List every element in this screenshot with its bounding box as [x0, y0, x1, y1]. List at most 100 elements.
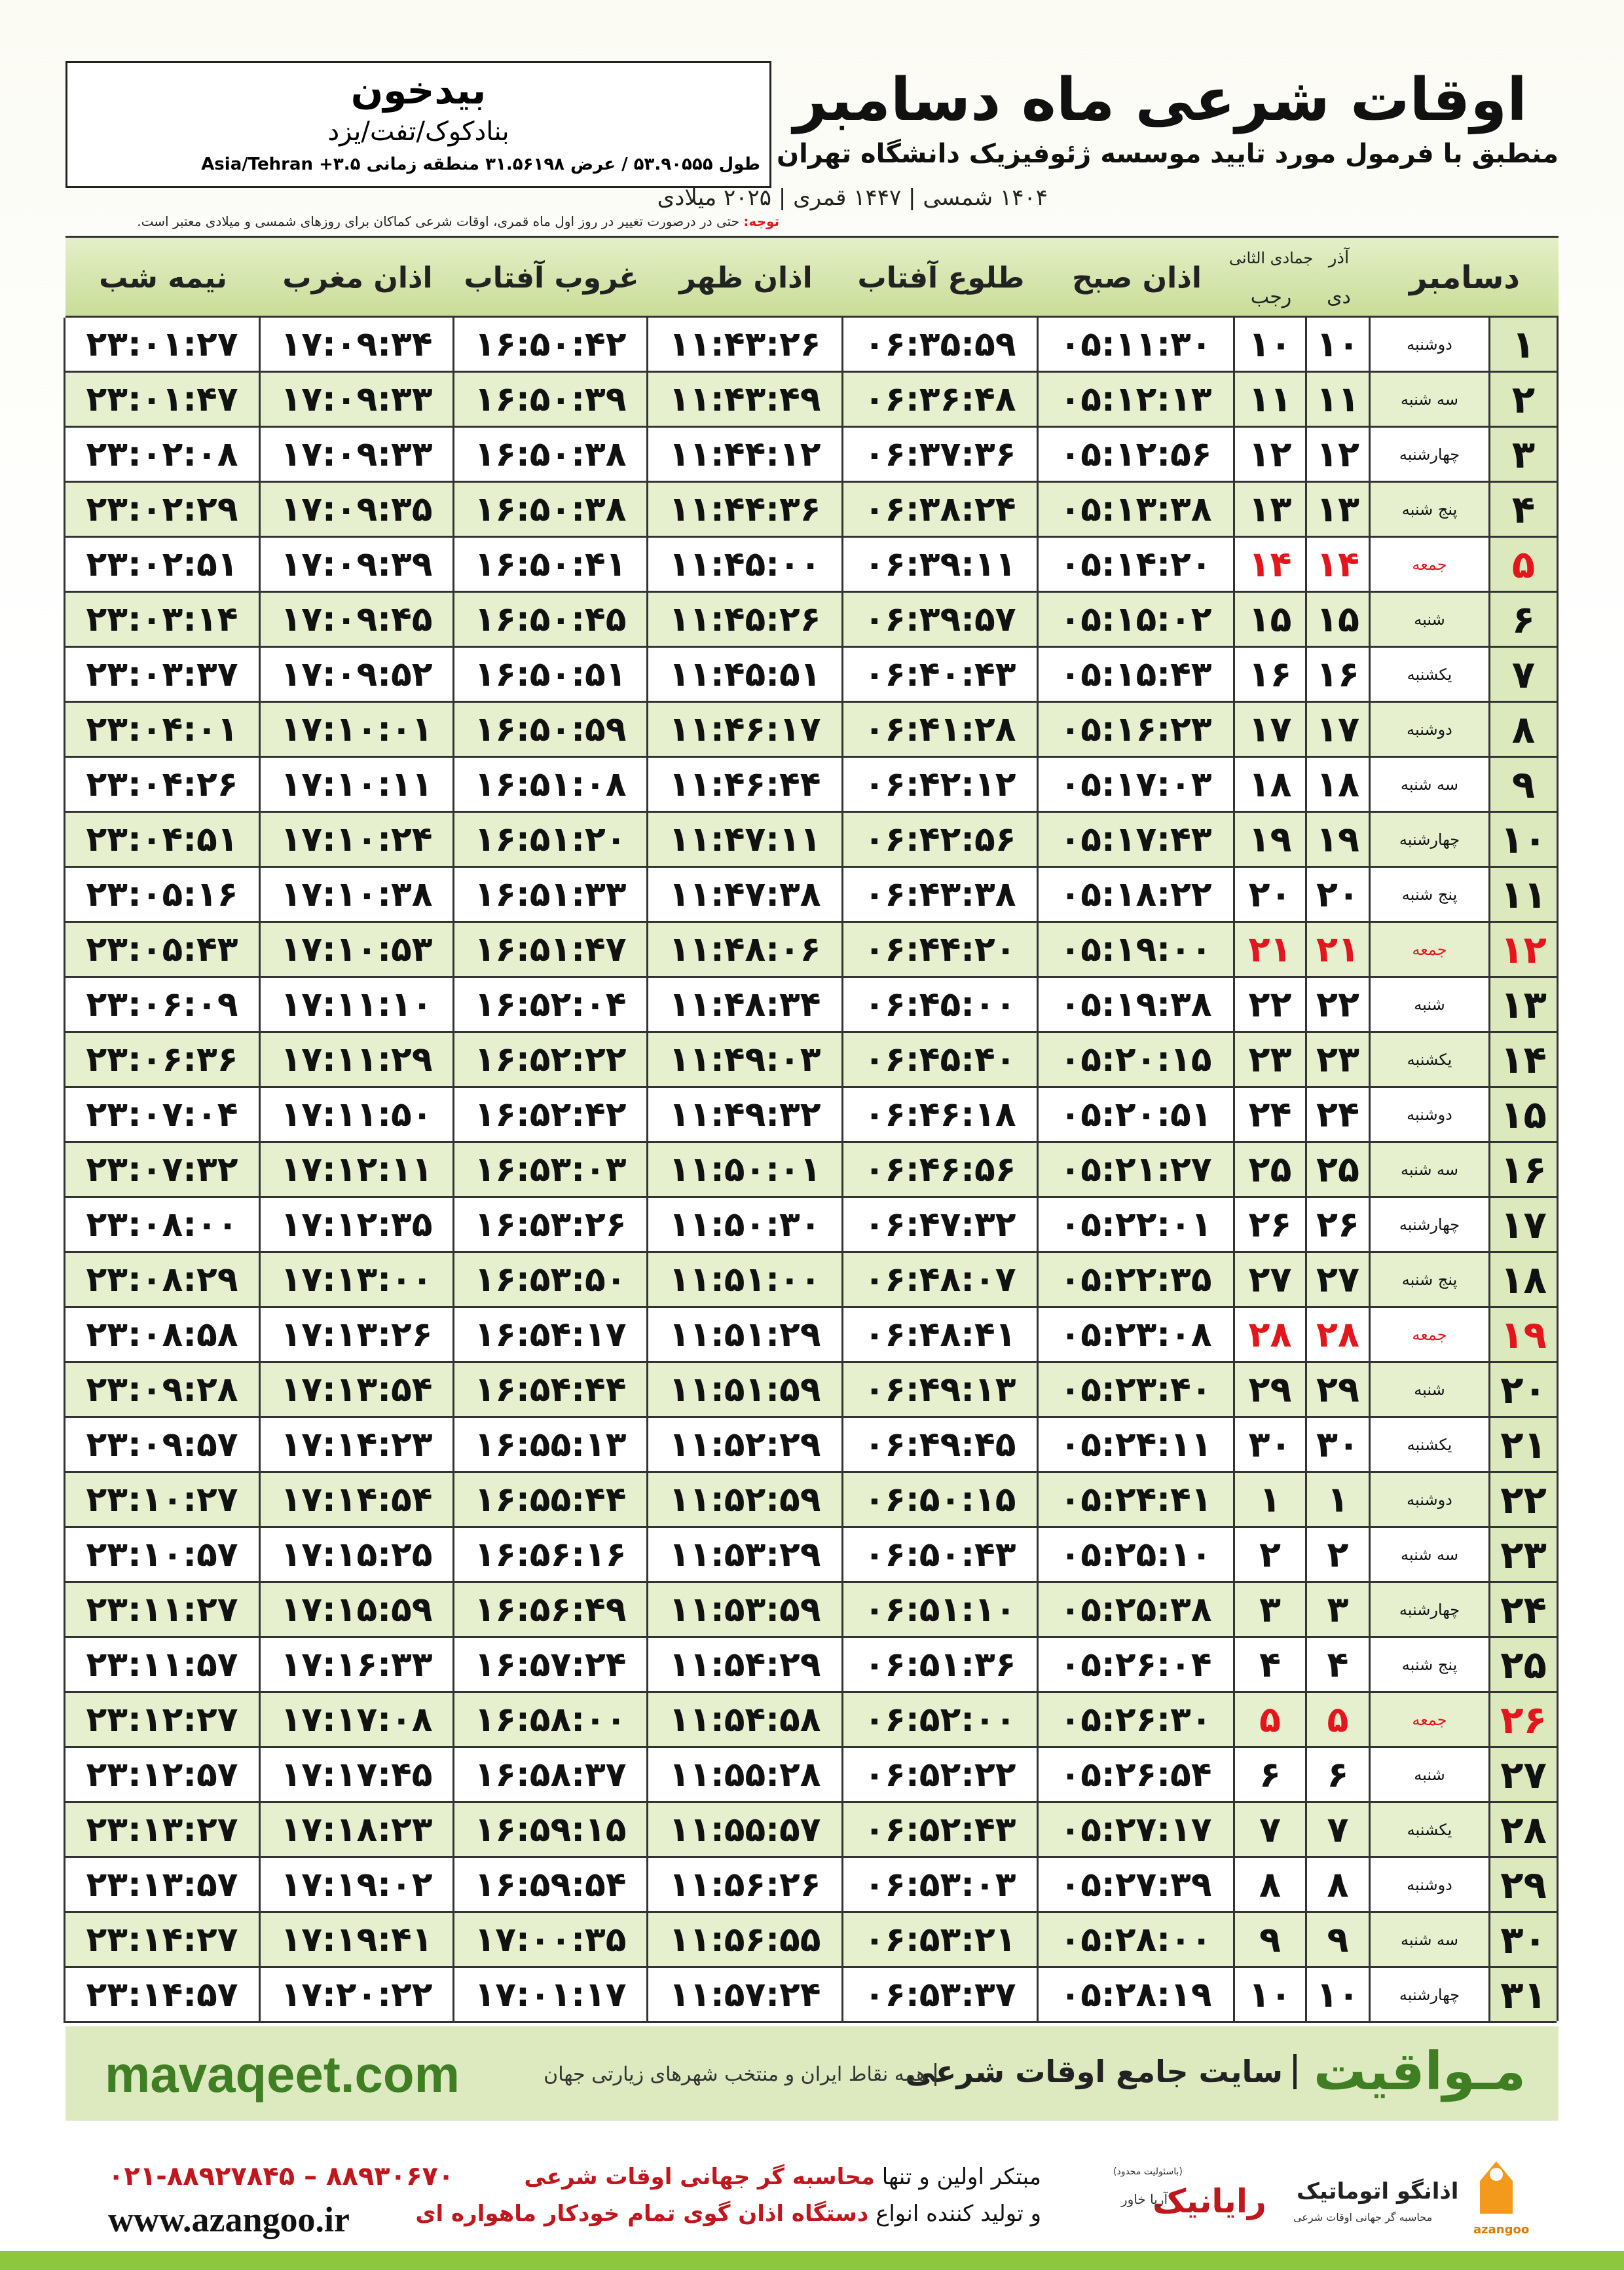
midnight-time: ۲۳:۰۵:۴۳ [64, 923, 259, 978]
lunar-day: ۲۶ [1233, 1198, 1305, 1253]
header-midnight: نیمه شب [99, 261, 227, 295]
fajr-time: ۰۵:۲۰:۱۵ [1037, 1033, 1233, 1088]
lunar-day: ۵ [1233, 1693, 1305, 1748]
sunset-time: ۱۶:۵۰:۵۱ [452, 648, 646, 703]
midnight-time: ۲۳:۰۲:۵۱ [64, 538, 259, 593]
sunrise-time: ۰۶:۴۳:۳۸ [841, 868, 1037, 923]
fajr-time: ۰۵:۲۲:۰۱ [1037, 1198, 1233, 1253]
title: اوقات شرعی ماه دسامبر [793, 65, 1527, 134]
sunrise-time: ۰۶:۳۵:۵۹ [841, 318, 1037, 373]
weekday: جمعه [1369, 1308, 1488, 1363]
dhuhr-time: ۱۱:۴۸:۳۴ [646, 978, 841, 1033]
lunar-day: ۹ [1233, 1913, 1305, 1968]
maghrib-time: ۱۷:۰۹:۳۹ [259, 538, 452, 593]
sunrise-time: ۰۶:۵۰:۱۵ [841, 1473, 1037, 1528]
sunset-time: ۱۶:۵۵:۴۴ [452, 1473, 646, 1528]
day-number: ۵ [1488, 538, 1557, 593]
banner-scope: همه نقاط ایران و منتخب شهرهای زیارتی جها… [544, 2063, 936, 2086]
day-number: ۱۶ [1488, 1143, 1557, 1198]
dhuhr-time: ۱۱:۵۰:۰۱ [646, 1143, 841, 1198]
sunrise-time: ۰۶:۵۳:۲۱ [841, 1913, 1037, 1968]
midnight-time: ۲۳:۱۱:۵۷ [64, 1638, 259, 1693]
weekday: سه شنبه [1369, 373, 1488, 428]
lunar-day: ۱۰ [1233, 318, 1305, 373]
dhuhr-time: ۱۱:۵۱:۰۰ [646, 1253, 841, 1308]
weekday: سه شنبه [1369, 1143, 1488, 1198]
lunar-day: ۸ [1233, 1858, 1305, 1913]
sunset-time: ۱۶:۵۹:۱۵ [452, 1803, 646, 1858]
fajr-time: ۰۵:۱۲:۱۳ [1037, 373, 1233, 428]
dhuhr-time: ۱۱:۵۱:۵۹ [646, 1363, 841, 1418]
midnight-time: ۲۳:۱۳:۵۷ [64, 1858, 259, 1913]
website: www.azangoo.ir [108, 2200, 350, 2239]
lunar-day: ۲۸ [1233, 1308, 1305, 1363]
day-number: ۲۵ [1488, 1638, 1557, 1693]
subtitle: منطبق با فرمول مورد تایید موسسه ژئوفیزیک… [776, 139, 1559, 169]
dhuhr-time: ۱۱:۵۲:۲۹ [646, 1418, 841, 1473]
header-maghrib: اذان مغرب [282, 261, 433, 295]
midnight-time: ۲۳:۰۱:۴۷ [64, 373, 259, 428]
midnight-time: ۲۳:۱۳:۲۷ [64, 1803, 259, 1858]
sunset-time: ۱۶:۵۲:۰۴ [452, 978, 646, 1033]
fajr-time: ۰۵:۲۷:۳۹ [1037, 1858, 1233, 1913]
header-sunrise: طلوع آفتاب [857, 261, 1025, 295]
maghrib-time: ۱۷:۱۷:۰۸ [259, 1693, 452, 1748]
note-text: حتی در درصورت تغییر در روز اول ماه قمری،… [137, 214, 740, 229]
fajr-time: ۰۵:۱۵:۰۲ [1037, 593, 1233, 648]
midnight-time: ۲۳:۰۲:۰۸ [64, 428, 259, 483]
dhuhr-time: ۱۱:۴۵:۵۱ [646, 648, 841, 703]
logo2-sub: محاسبه گر جهانی اوقات شرعی [1293, 2211, 1433, 2223]
banner-url: mavaqeet.com [105, 2045, 460, 2103]
day-number: ۹ [1488, 758, 1557, 813]
sunrise-time: ۰۶:۵۳:۳۷ [841, 1968, 1037, 2023]
dhuhr-time: ۱۱:۴۴:۱۲ [646, 428, 841, 483]
coordinates: طول ۵۳.۹۰۵۵۵ / عرض ۳۱.۵۶۱۹۸ منطقه زمانی … [201, 155, 760, 174]
lunar-day: ۱۸ [1233, 758, 1305, 813]
solar-day: ۱۲ [1305, 428, 1369, 483]
day-number: ۳۰ [1488, 1913, 1557, 1968]
fajr-time: ۰۵:۲۶:۰۴ [1037, 1638, 1233, 1693]
lunar-day: ۱۶ [1233, 648, 1305, 703]
maghrib-time: ۱۷:۱۱:۲۹ [259, 1033, 452, 1088]
solar-day: ۲۳ [1305, 1033, 1369, 1088]
dhuhr-time: ۱۱:۵۴:۵۸ [646, 1693, 841, 1748]
sunset-time: ۱۶:۵۲:۴۲ [452, 1088, 646, 1143]
solar-day: ۵ [1305, 1693, 1369, 1748]
region: بنادکوک/تفت/یزد [327, 117, 509, 147]
fajr-time: ۰۵:۲۴:۴۱ [1037, 1473, 1233, 1528]
header-fajr: اذان صبح [1072, 261, 1202, 295]
maghrib-time: ۱۷:۱۰:۱۱ [259, 758, 452, 813]
footer-line1-highlight: محاسبه گر جهانی اوقات شرعی [524, 2164, 875, 2190]
dhuhr-time: ۱۱:۴۷:۱۱ [646, 813, 841, 868]
header-dhuhr: اذان ظهر [679, 261, 813, 295]
maghrib-time: ۱۷:۱۸:۲۳ [259, 1803, 452, 1858]
sunrise-time: ۰۶:۴۹:۴۵ [841, 1418, 1037, 1473]
footer-line1-start: مبتکر اولین و تنها [881, 2164, 1041, 2190]
weekday: یکشنبه [1369, 648, 1488, 703]
day-number: ۲۳ [1488, 1528, 1557, 1583]
maghrib-time: ۱۷:۰۹:۳۳ [259, 428, 452, 483]
phones: ۰۲۱-۸۸۹۲۷۸۴۵ – ۸۸۹۳۰۶۷۰ [108, 2161, 454, 2191]
lunar-day: ۷ [1233, 1803, 1305, 1858]
fajr-time: ۰۵:۲۰:۵۱ [1037, 1088, 1233, 1143]
dhuhr-time: ۱۱:۵۵:۵۷ [646, 1803, 841, 1858]
logo2-name: اذانگو اتوماتیک [1297, 2178, 1459, 2205]
weekday: یکشنبه [1369, 1033, 1488, 1088]
midnight-time: ۲۳:۰۱:۲۷ [64, 318, 259, 373]
solar-day: ۲۴ [1305, 1088, 1369, 1143]
dhuhr-time: ۱۱:۵۶:۲۶ [646, 1858, 841, 1913]
sunrise-time: ۰۶:۴۲:۱۲ [841, 758, 1037, 813]
weekday: سه شنبه [1369, 1528, 1488, 1583]
midnight-time: ۲۳:۰۳:۳۷ [64, 648, 259, 703]
lunar-day: ۲۱ [1233, 923, 1305, 978]
sunrise-time: ۰۶:۳۹:۵۷ [841, 593, 1037, 648]
maghrib-time: ۱۷:۱۲:۱۱ [259, 1143, 452, 1198]
solar-day: ۱۴ [1305, 538, 1369, 593]
day-number: ۲۰ [1488, 1363, 1557, 1418]
fajr-time: ۰۵:۲۵:۳۸ [1037, 1583, 1233, 1638]
dhuhr-time: ۱۱:۵۴:۲۹ [646, 1638, 841, 1693]
sunrise-time: ۰۶:۴۸:۴۱ [841, 1308, 1037, 1363]
midnight-time: ۲۳:۰۸:۰۰ [64, 1198, 259, 1253]
weekday: یکشنبه [1369, 1418, 1488, 1473]
dhuhr-time: ۱۱:۵۵:۲۸ [646, 1748, 841, 1803]
